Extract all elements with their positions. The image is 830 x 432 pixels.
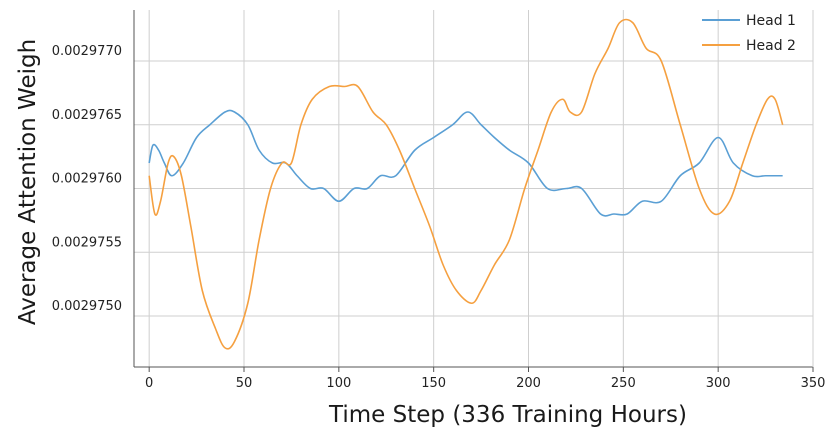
series-lines (148, 18, 784, 350)
x-tick-label: 100 (326, 376, 351, 391)
x-tick-label: 50 (236, 376, 253, 391)
x-tick-label: 0 (145, 376, 153, 391)
series-line-head-2 (148, 18, 784, 350)
legend: Head 1 Head 2 (702, 13, 796, 54)
y-tick-label: 0.0029755 (52, 235, 122, 250)
y-axis-title: Average Attention Weigh (15, 39, 41, 325)
y-tick-label: 0.0029770 (52, 44, 122, 59)
x-tick-label: 350 (801, 376, 826, 391)
x-tick-label: 300 (706, 376, 731, 391)
y-tick-label: 0.0029765 (52, 108, 122, 123)
x-tick-labels: 0 50 100 150 200 250 300 350 (145, 376, 825, 391)
x-tick-label: 250 (611, 376, 636, 391)
y-tick-labels: 0.0029750 0.0029755 0.0029760 0.0029765 0.00… (52, 44, 122, 314)
plot-axes (133, 10, 814, 372)
x-tick-label: 200 (516, 376, 541, 391)
legend-label-head-1: Head 1 (746, 13, 796, 29)
series-line-head-1 (148, 109, 783, 217)
legend-label-head-2: Head 2 (746, 38, 796, 54)
y-tick-label: 0.0029750 (52, 299, 122, 314)
x-axis-title: Time Step (336 Training Hours) (328, 402, 687, 428)
x-tick-label: 150 (421, 376, 446, 391)
grid-lines (134, 10, 813, 367)
y-tick-label: 0.0029760 (52, 172, 122, 187)
